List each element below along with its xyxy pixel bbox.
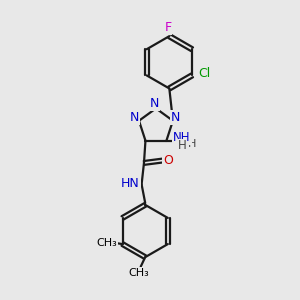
Text: N: N — [150, 98, 159, 110]
Text: NH: NH — [173, 133, 192, 146]
Text: NH: NH — [173, 131, 190, 144]
Text: O: O — [164, 154, 173, 167]
Text: CH₃: CH₃ — [129, 268, 150, 278]
Text: N: N — [130, 111, 139, 124]
Text: HN: HN — [121, 177, 140, 190]
Text: N: N — [171, 111, 181, 124]
Text: Cl: Cl — [198, 68, 211, 80]
Text: H: H — [178, 140, 186, 152]
Text: H: H — [188, 139, 196, 149]
Text: F: F — [164, 21, 171, 34]
Text: CH₃: CH₃ — [96, 238, 117, 248]
